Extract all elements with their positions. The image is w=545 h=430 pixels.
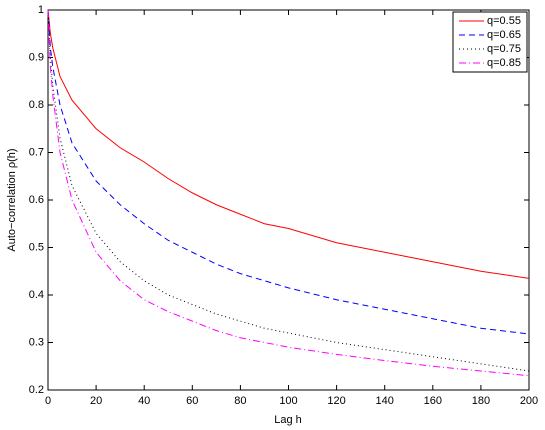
y-axis-label: Auto−correlation ρ(h) [6, 148, 18, 251]
y-tick-label: 0.9 [29, 51, 44, 63]
x-tick-label: 100 [279, 395, 297, 407]
x-tick-label: 120 [327, 395, 345, 407]
x-tick-label: 20 [90, 395, 102, 407]
x-tick-label: 40 [138, 395, 150, 407]
x-tick-label: 140 [376, 395, 394, 407]
x-axis-label: Lag h [274, 414, 302, 426]
y-tick-label: 0.8 [29, 99, 44, 111]
y-tick-label: 0.4 [29, 289, 44, 301]
plot-frame [47, 9, 530, 391]
series-line [47, 9, 530, 279]
y-tick-label: 0.6 [29, 194, 44, 206]
y-tick-label: 0.3 [29, 336, 44, 348]
series-line [47, 9, 530, 377]
y-tick-label: 0.7 [29, 146, 44, 158]
series-line [47, 9, 530, 372]
y-tick-label: 0.2 [29, 384, 44, 396]
legend-label: q=0.75 [487, 43, 521, 55]
y-tick-label: 0.5 [29, 241, 44, 253]
x-tick-label: 0 [45, 395, 51, 407]
x-tick-label: 60 [186, 395, 198, 407]
legend-box [452, 11, 528, 73]
x-tick-label: 180 [472, 395, 490, 407]
x-tick-label: 200 [520, 395, 538, 407]
x-tick-label: 80 [234, 395, 246, 407]
legend-label: q=0.55 [487, 15, 521, 27]
x-tick-label: 160 [424, 395, 442, 407]
series-line [47, 9, 530, 335]
legend-label: q=0.85 [487, 57, 521, 69]
y-tick-label: 1 [38, 4, 44, 16]
legend-label: q=0.65 [487, 29, 521, 41]
